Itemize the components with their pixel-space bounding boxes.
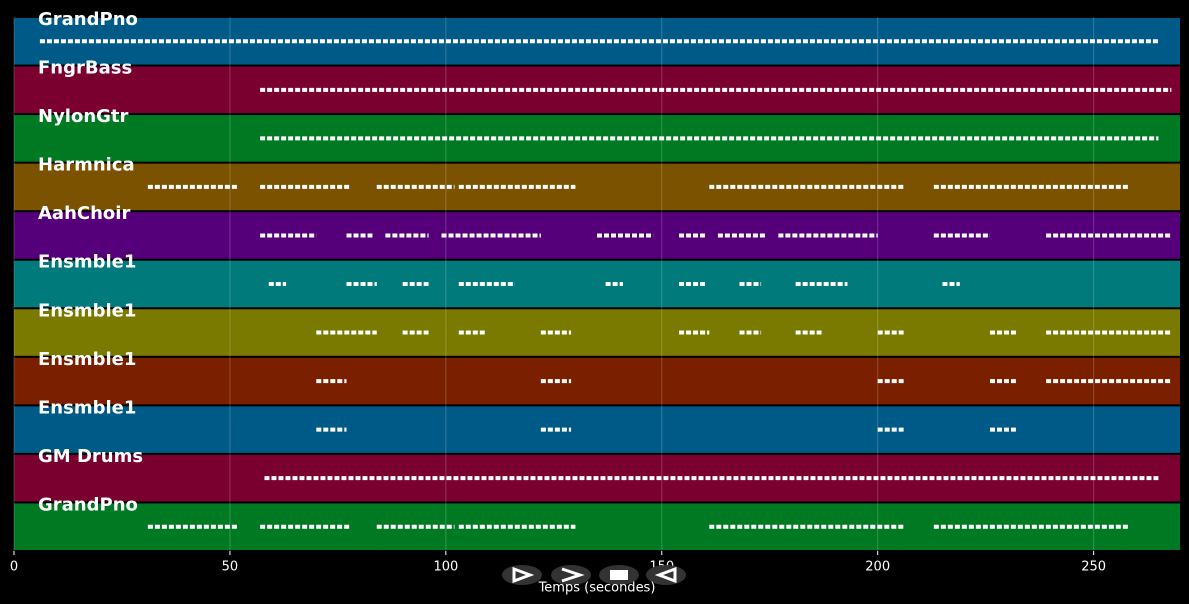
button-bg — [551, 565, 591, 585]
track-label: GrandPno — [38, 9, 138, 30]
track-label: GM Drums — [38, 446, 143, 467]
forward-button[interactable] — [551, 565, 591, 585]
x-axis-label: Temps (secondes) — [538, 581, 656, 596]
track-label: FngrBass — [38, 58, 132, 79]
play-icon — [512, 566, 535, 584]
rewind-icon — [654, 566, 677, 584]
track-label: Ensmble1 — [38, 349, 136, 370]
track-label: GrandPno — [38, 494, 138, 515]
x-tick-label: 200 — [865, 560, 890, 575]
track-row — [14, 260, 1180, 308]
track-row — [14, 357, 1180, 405]
x-tick-label: 50 — [222, 560, 239, 575]
track-label: Harmnica — [38, 155, 135, 176]
playback-controls — [502, 565, 686, 585]
stop-button[interactable] — [599, 565, 639, 585]
track-label: Ensmble1 — [38, 397, 136, 418]
forward-icon — [561, 567, 585, 583]
track-label: Ensmble1 — [38, 252, 136, 273]
track-row — [14, 309, 1180, 356]
x-tick-label: 0 — [10, 560, 18, 575]
x-tick-label: 100 — [433, 560, 458, 575]
play-button[interactable] — [502, 565, 542, 585]
rewind-button[interactable] — [646, 565, 686, 585]
x-tick-label: 250 — [1081, 560, 1106, 575]
track-row — [14, 406, 1180, 453]
track-label: AahChoir — [38, 203, 130, 224]
button-bg — [502, 565, 542, 585]
track-label: Ensmble1 — [38, 300, 136, 321]
stop-icon — [610, 570, 628, 580]
track-label: NylonGtr — [38, 106, 129, 127]
